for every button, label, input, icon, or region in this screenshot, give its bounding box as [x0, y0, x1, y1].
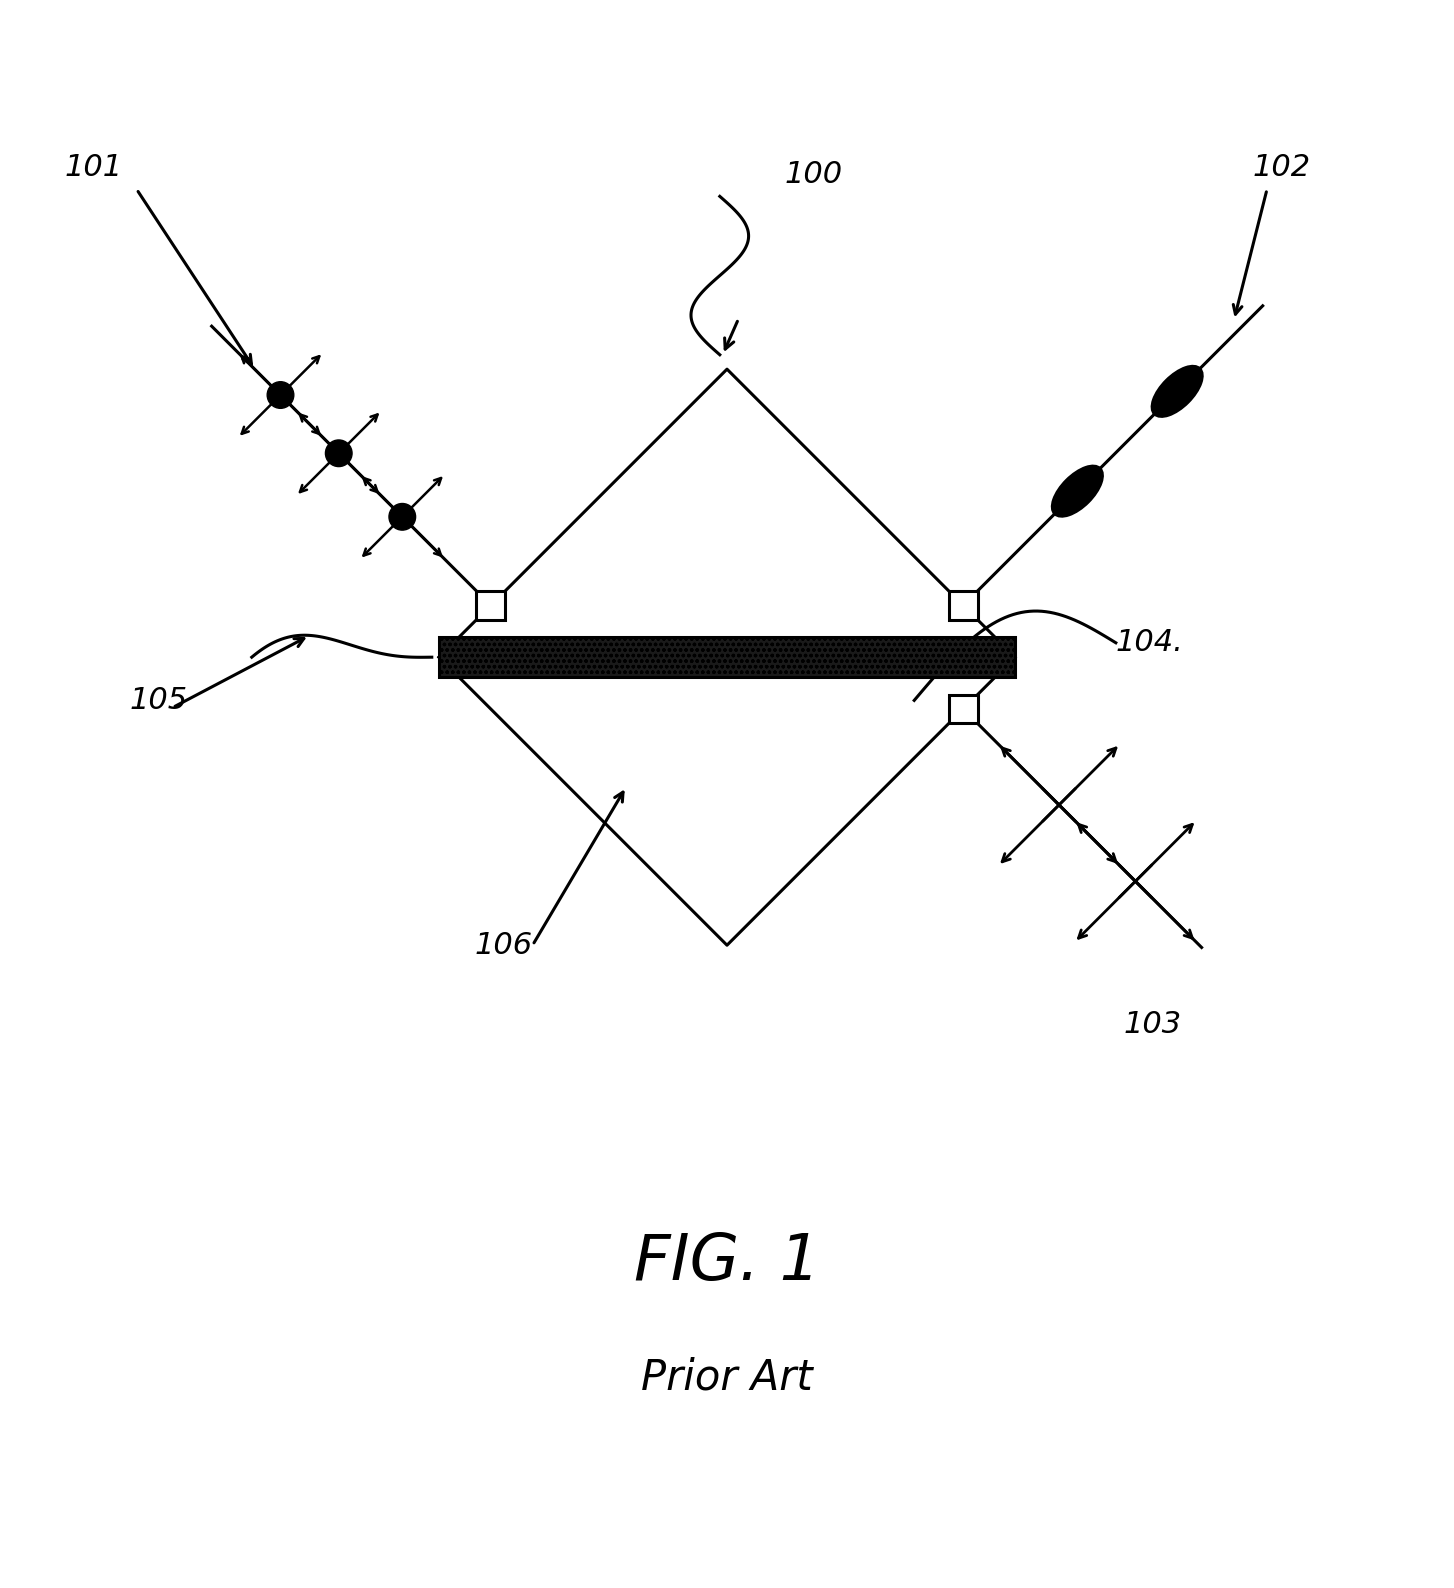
- Text: 100: 100: [785, 160, 843, 189]
- Text: 104.: 104.: [1115, 629, 1184, 657]
- Circle shape: [390, 503, 416, 530]
- Text: 106: 106: [475, 931, 534, 959]
- Circle shape: [268, 381, 294, 408]
- Text: 105: 105: [129, 686, 188, 715]
- Text: 101: 101: [64, 152, 122, 183]
- Text: 103: 103: [1122, 1010, 1181, 1039]
- Ellipse shape: [1051, 465, 1104, 516]
- Polygon shape: [477, 591, 505, 619]
- Ellipse shape: [1152, 365, 1202, 418]
- Polygon shape: [949, 694, 977, 724]
- Text: Prior Art: Prior Art: [641, 1356, 813, 1399]
- Text: 102: 102: [1253, 152, 1310, 183]
- Circle shape: [326, 440, 352, 467]
- Polygon shape: [439, 637, 1015, 678]
- Text: FIG. 1: FIG. 1: [634, 1231, 820, 1293]
- Polygon shape: [949, 591, 977, 619]
